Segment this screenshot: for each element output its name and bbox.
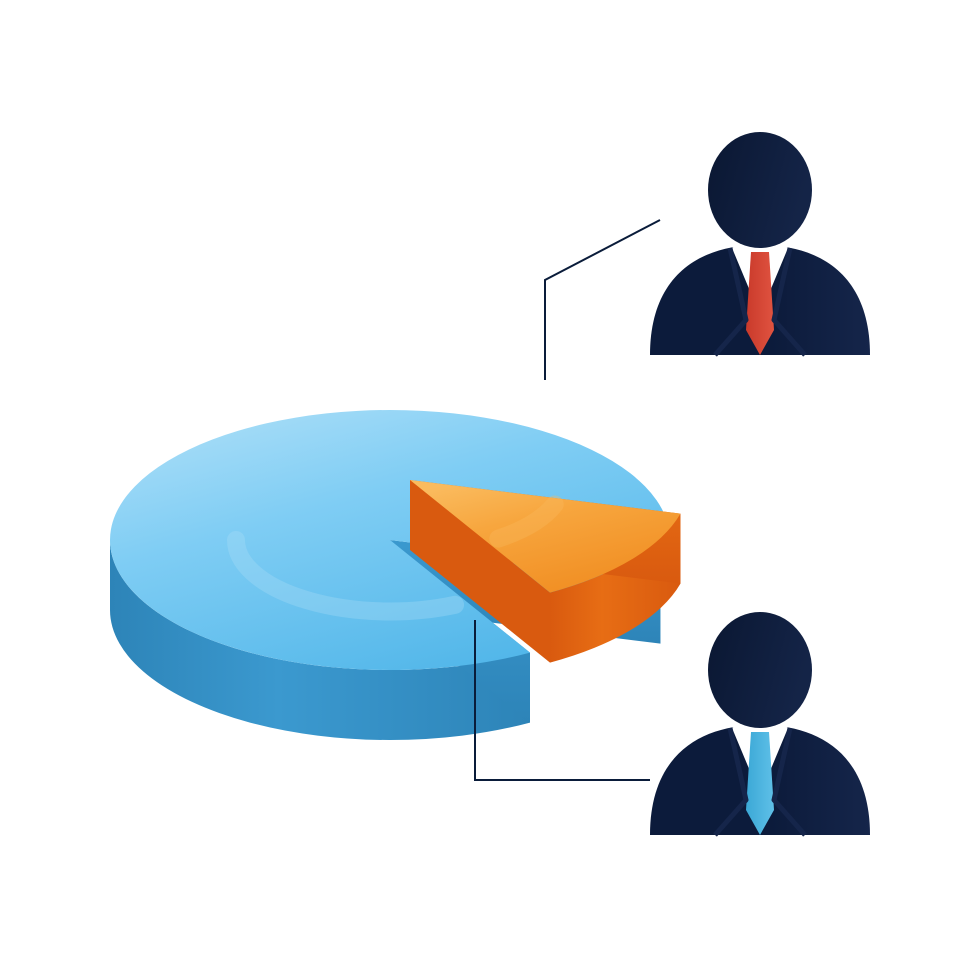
- callout-minority: [545, 132, 870, 380]
- callout-line: [545, 220, 660, 380]
- head-icon: [708, 132, 812, 248]
- businessman-avatar-icon: [650, 612, 870, 835]
- head-icon: [708, 612, 812, 728]
- businessman-avatar-icon: [650, 132, 870, 355]
- pie-chart-infographic: [0, 0, 980, 980]
